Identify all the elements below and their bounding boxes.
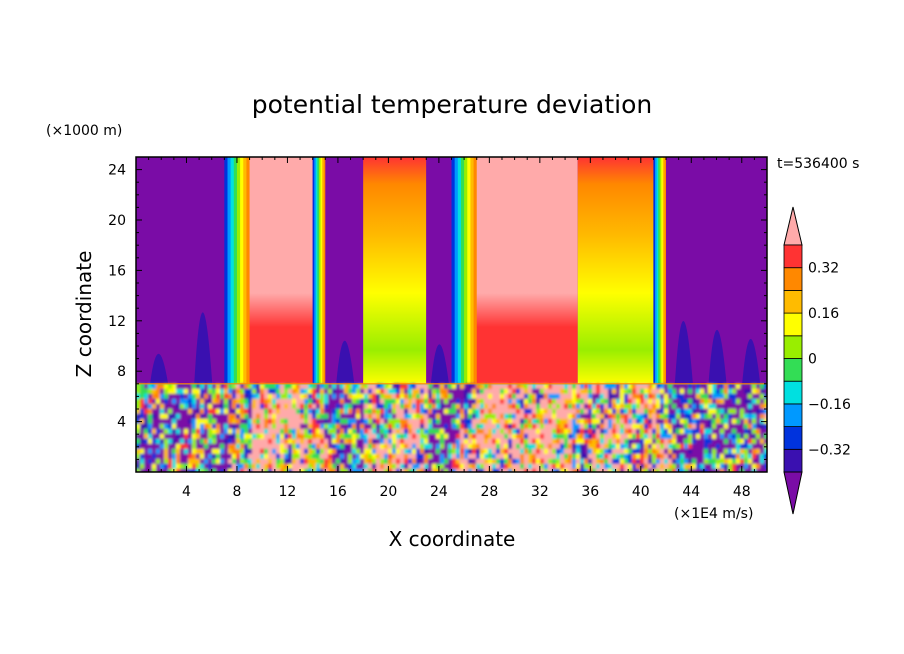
- colorbar-tick-label: 0: [808, 352, 817, 368]
- x-tick-label: 4: [182, 484, 191, 500]
- y-tick-label: 12: [108, 314, 126, 330]
- x-tick-label: 32: [531, 484, 549, 500]
- colorbar-segment: [783, 358, 803, 382]
- x-unit-label: (×1E4 m/s): [674, 506, 753, 522]
- upper-column: [451, 157, 478, 384]
- colorbar-tick-label: 0.32: [808, 261, 839, 277]
- upper-column: [426, 157, 452, 384]
- upper-column: [653, 157, 667, 384]
- x-axis-label: X coordinate: [389, 527, 516, 551]
- colorbar-segment: [783, 426, 803, 450]
- upper-column: [363, 157, 427, 384]
- time-label: t=536400 s: [777, 156, 859, 172]
- y-tick-label: 24: [108, 163, 126, 179]
- y-unit-label: (×1000 m): [46, 123, 122, 139]
- colorbar-bottom-arrow: [783, 471, 803, 515]
- upper-column: [249, 157, 313, 384]
- x-tick-label: 20: [379, 484, 397, 500]
- upper-column: [577, 157, 654, 384]
- colorbar-segment: [783, 244, 803, 269]
- colorbar-segment: [783, 403, 803, 427]
- upper-column: [325, 157, 364, 384]
- plot-area: [136, 157, 767, 472]
- y-tick-label: 4: [117, 415, 126, 431]
- x-tick-label: 28: [480, 484, 498, 500]
- x-axis: 4 8 12 16 20 24 28 32 36 40 44 48: [148, 157, 768, 500]
- upper-column: [312, 157, 326, 384]
- colorbar-top-arrow: [783, 206, 803, 246]
- x-tick-label: 16: [329, 484, 347, 500]
- upper-column: [224, 157, 251, 384]
- colorbar-segment: [783, 267, 803, 291]
- upper-column: [666, 157, 767, 384]
- colorbar-segment: [783, 448, 803, 473]
- colorbar-segment: [783, 335, 803, 359]
- colorbar: 0.32 0.16 0 −0.16 −0.32: [783, 206, 851, 515]
- y-axis-label: Z coordinate: [72, 251, 96, 378]
- y-tick-label: 16: [108, 263, 126, 279]
- x-tick-label: 48: [733, 484, 751, 500]
- colorbar-tick-label: 0.16: [808, 306, 839, 322]
- y-tick-label: 8: [117, 364, 126, 380]
- colorbar-segment: [783, 380, 803, 405]
- y-tick-label: 20: [108, 213, 126, 229]
- colorbar-segment: [783, 289, 803, 314]
- y-axis: 4 8 12 16 20 24: [108, 156, 767, 460]
- x-tick-label: 36: [581, 484, 599, 500]
- x-tick-label: 24: [430, 484, 448, 500]
- chart-title: potential temperature deviation: [252, 90, 652, 119]
- x-tick-label: 44: [682, 484, 700, 500]
- x-tick-label: 12: [279, 484, 297, 500]
- lower-layer: [136, 383, 767, 472]
- upper-column: [136, 157, 225, 384]
- upper-column: [476, 157, 578, 384]
- colorbar-tick-label: −0.16: [808, 397, 851, 413]
- colorbar-tick-label: −0.32: [808, 442, 851, 458]
- upper-layer-columns: [136, 157, 767, 384]
- colorbar-segment: [783, 312, 803, 337]
- x-tick-label: 8: [232, 484, 241, 500]
- x-tick-label: 40: [632, 484, 650, 500]
